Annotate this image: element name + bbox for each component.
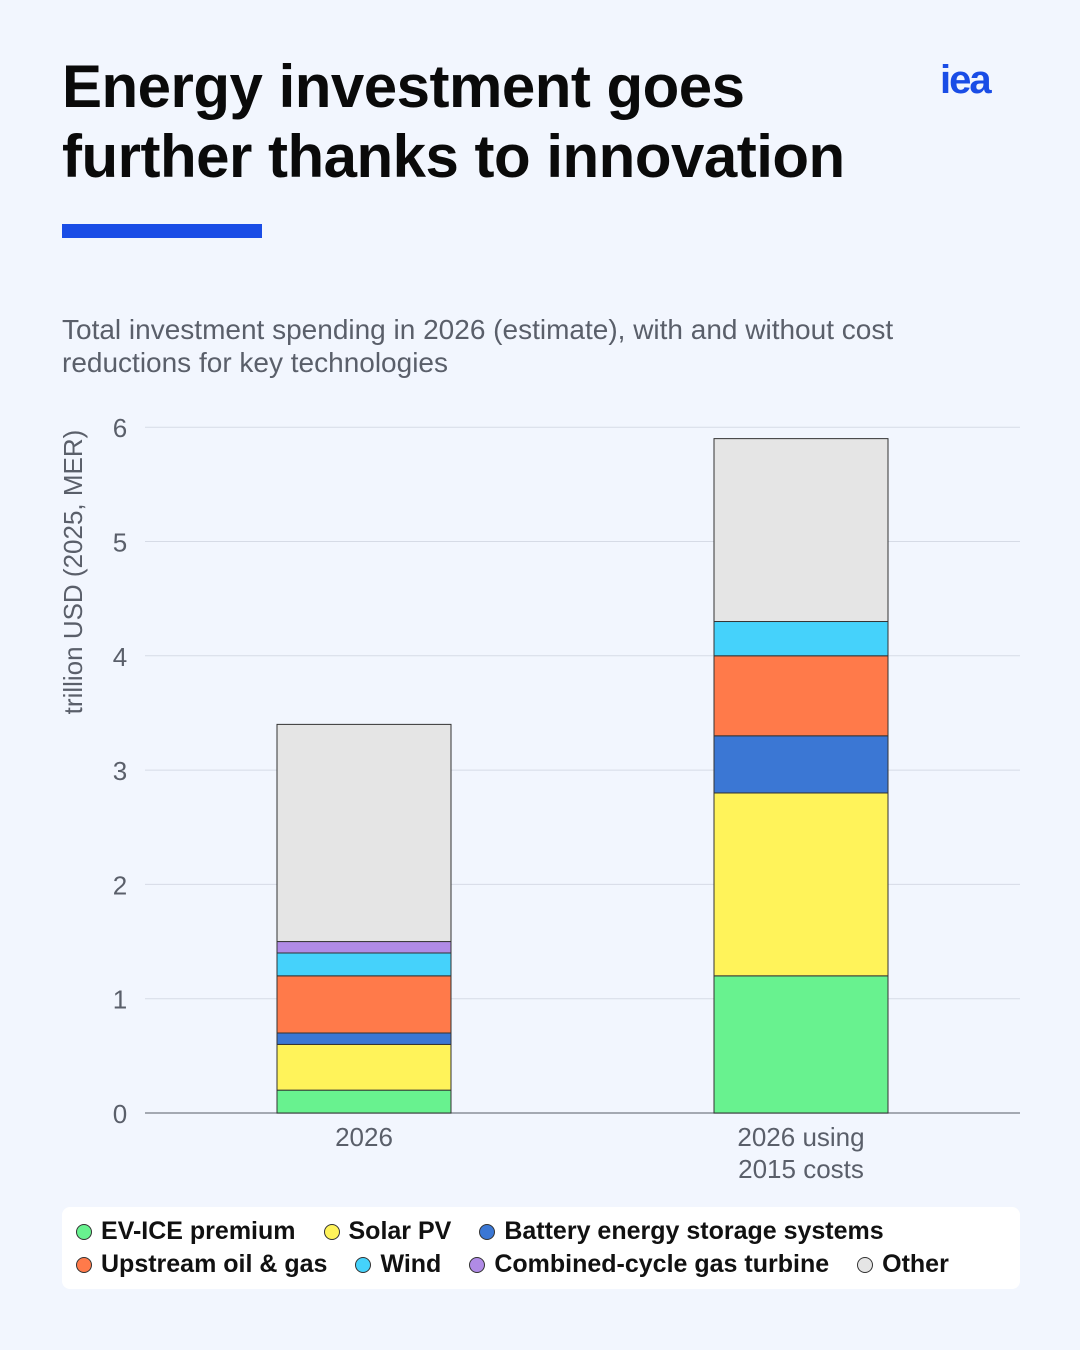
y-tick-label: 2: [113, 870, 127, 900]
legend-row: EV-ICE premium Solar PV Battery energy s…: [76, 1217, 884, 1246]
subtitle-line-2: reductions for key technologies: [62, 347, 448, 378]
bar-segment-solar-pv: [276, 1043, 452, 1091]
legend-row: Upstream oil & gas Wind Combined-cycle g…: [76, 1250, 949, 1279]
bar-segment-upstream-oil-gas: [276, 975, 452, 1034]
legend-swatch: [323, 1223, 340, 1240]
legend-label: EV-ICE premium: [101, 1217, 296, 1245]
legend-swatch: [76, 1223, 92, 1240]
bar-segment-ev-ice-premium: [276, 1089, 452, 1114]
y-tick-label: 5: [113, 528, 127, 558]
y-axis-label: trillion USD (2025, MER): [58, 430, 88, 715]
y-tick-label: 6: [113, 413, 127, 443]
title-line-2: further thanks to innovation: [62, 123, 845, 190]
legend-swatch: [857, 1256, 874, 1273]
legend-item-battery-storage: Battery energy storage systems: [479, 1217, 884, 1246]
x-category-label: 2026: [335, 1122, 393, 1152]
legend-item-wind: Wind: [355, 1250, 441, 1279]
subtitle-line-1: Total investment spending in 2026 (estim…: [62, 314, 894, 345]
y-tick-label: 0: [113, 1099, 127, 1129]
bar-segment-battery-energy-storage-systems: [276, 1032, 452, 1045]
y-tick-label: 4: [113, 642, 127, 672]
y-tick-label: 3: [113, 756, 127, 786]
legend-label: Wind: [380, 1250, 442, 1278]
bar-segment-other: [713, 438, 889, 623]
legend-swatch: [76, 1256, 92, 1273]
title-line-1: Energy investment goes: [62, 53, 745, 120]
legend-item-upstream-oil-gas: Upstream oil & gas: [76, 1250, 327, 1279]
bar-segment-wind: [276, 952, 452, 977]
legend: EV-ICE premium Solar PV Battery energy s…: [62, 1207, 1020, 1289]
legend-swatch: [479, 1223, 496, 1240]
page-title: Energy investment goes further thanks to…: [62, 52, 922, 192]
bar-segment-ev-ice-premium: [713, 975, 889, 1114]
bar-segment-solar-pv: [713, 792, 889, 977]
bar-segment-other: [276, 723, 452, 943]
legend-swatch: [469, 1256, 486, 1273]
iea-logo: iea: [940, 58, 992, 102]
legend-item-ev-ice-premium: EV-ICE premium: [76, 1217, 296, 1246]
legend-label: Combined-cycle gas turbine: [494, 1250, 830, 1278]
stacked-bar-chart: 0 1 2 3 4 5 6 trillion USD (2025, MER) 2026 2026 …: [58, 413, 1020, 1184]
bar-segment-combined-cycle-gas-turbine: [276, 941, 452, 954]
legend-swatch: [355, 1256, 372, 1273]
legend-label: Upstream oil & gas: [101, 1250, 328, 1278]
y-tick-label: 1: [113, 985, 127, 1015]
legend-item-ccgt: Combined-cycle gas turbine: [469, 1250, 829, 1279]
legend-item-solar-pv: Solar PV: [323, 1217, 452, 1246]
x-category-label: 2026 using: [737, 1122, 864, 1152]
chart-subtitle: Total investment spending in 2026 (estim…: [62, 313, 1022, 379]
legend-label: Battery energy storage systems: [504, 1217, 884, 1245]
x-category-label: 2015 costs: [738, 1154, 864, 1184]
bar-segment-wind: [713, 621, 889, 657]
legend-label: Other: [882, 1250, 949, 1278]
legend-item-other: Other: [857, 1250, 949, 1279]
bar-segment-upstream-oil-gas: [713, 655, 889, 737]
accent-bar: [62, 224, 262, 238]
legend-label: Solar PV: [348, 1217, 452, 1245]
bar-segment-battery-energy-storage-systems: [713, 735, 889, 794]
